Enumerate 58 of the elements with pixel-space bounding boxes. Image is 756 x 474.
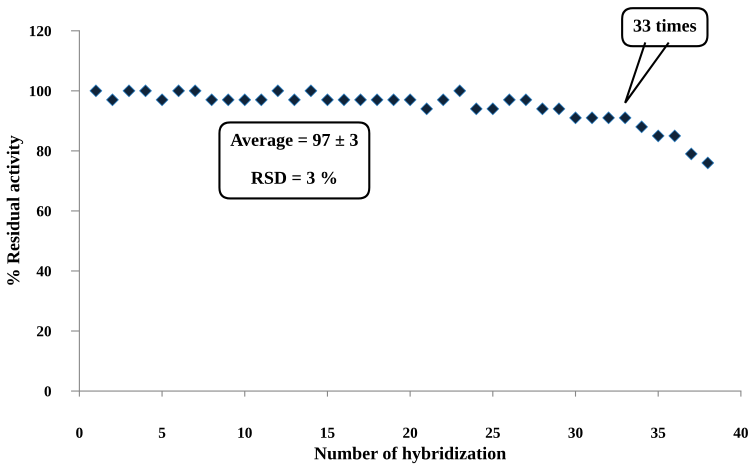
point (354, 94, 367, 106)
point (668, 130, 682, 142)
point (172, 84, 185, 98)
point (156, 94, 168, 106)
x-tick-label: 10 (238, 428, 252, 438)
point (436, 94, 450, 106)
point (602, 112, 615, 124)
point (470, 102, 483, 116)
point (486, 102, 500, 116)
point (618, 112, 632, 124)
point (254, 94, 268, 106)
point (420, 102, 433, 116)
point (238, 94, 252, 106)
point (321, 94, 334, 106)
point (288, 94, 301, 106)
y-tick-label: 40 (36, 266, 52, 276)
point (338, 94, 350, 106)
y-tick-label: 120 (30, 26, 52, 36)
x-tick-label: 0 (76, 428, 83, 438)
point (122, 84, 136, 98)
y-tick-label: 80 (36, 146, 52, 156)
x-tick-label: 15 (321, 428, 335, 438)
point (503, 94, 516, 106)
x-tick-label: 30 (568, 428, 583, 438)
point (635, 120, 648, 134)
point (552, 102, 566, 116)
annotation: 33 times (634, 19, 696, 32)
point (90, 84, 102, 98)
point (586, 112, 598, 124)
x-axis-title: Number of hybridization (314, 446, 506, 464)
x-tick-label: 35 (651, 428, 666, 438)
point (370, 94, 384, 106)
point (520, 94, 532, 106)
point (304, 84, 318, 98)
point (701, 156, 714, 170)
point (387, 94, 400, 106)
point (272, 84, 284, 98)
point (222, 94, 235, 106)
text: Average = 97 ± 3 RSD = 3 % (230, 134, 358, 184)
point (106, 94, 119, 106)
y-tick-label: 100 (30, 86, 52, 96)
point (188, 84, 202, 98)
y-tick-label: 60 (36, 206, 52, 216)
x-tick-label: 20 (403, 428, 418, 438)
point (205, 94, 218, 106)
x-tick-label: 25 (486, 428, 500, 438)
y-tick-label: 0 (44, 386, 52, 396)
point (453, 84, 466, 98)
x-tick-label: 5 (158, 428, 166, 438)
point (652, 130, 665, 142)
point (684, 148, 698, 160)
point (536, 102, 549, 116)
y-tick-label: 20 (36, 326, 52, 336)
x-tick-label: 40 (733, 428, 748, 438)
point (139, 84, 152, 98)
y-axis-title: % Residual activity (6, 135, 24, 285)
point (569, 112, 582, 124)
point (404, 94, 416, 106)
